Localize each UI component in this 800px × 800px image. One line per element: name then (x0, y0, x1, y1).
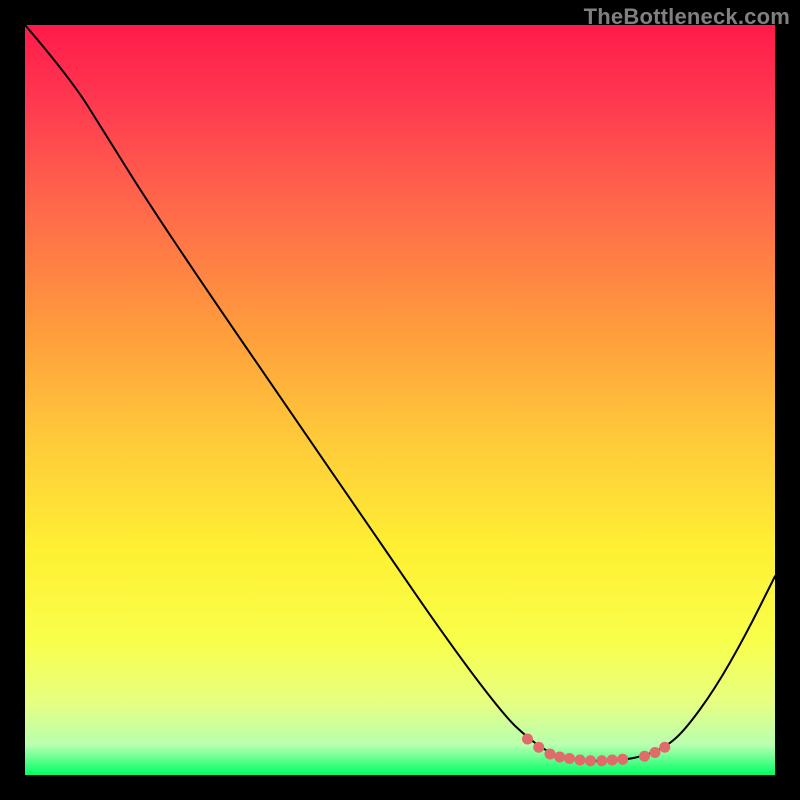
marker-dot (575, 755, 585, 765)
marker-dot (660, 742, 670, 752)
plot-background (25, 25, 775, 775)
marker-dot (640, 751, 650, 761)
plot-area (25, 25, 775, 775)
marker-dot (607, 755, 617, 765)
marker-dot (565, 754, 575, 764)
marker-dot (534, 742, 544, 752)
marker-dot (555, 752, 565, 762)
marker-dot (618, 754, 628, 764)
marker-dot (597, 756, 607, 766)
marker-dot (545, 749, 555, 759)
chart-frame: TheBottleneck.com (0, 0, 800, 800)
watermark-text: TheBottleneck.com (584, 4, 790, 30)
marker-dot (586, 756, 596, 766)
marker-dot (523, 734, 533, 744)
chart-svg (25, 25, 775, 775)
marker-dot (650, 748, 660, 758)
